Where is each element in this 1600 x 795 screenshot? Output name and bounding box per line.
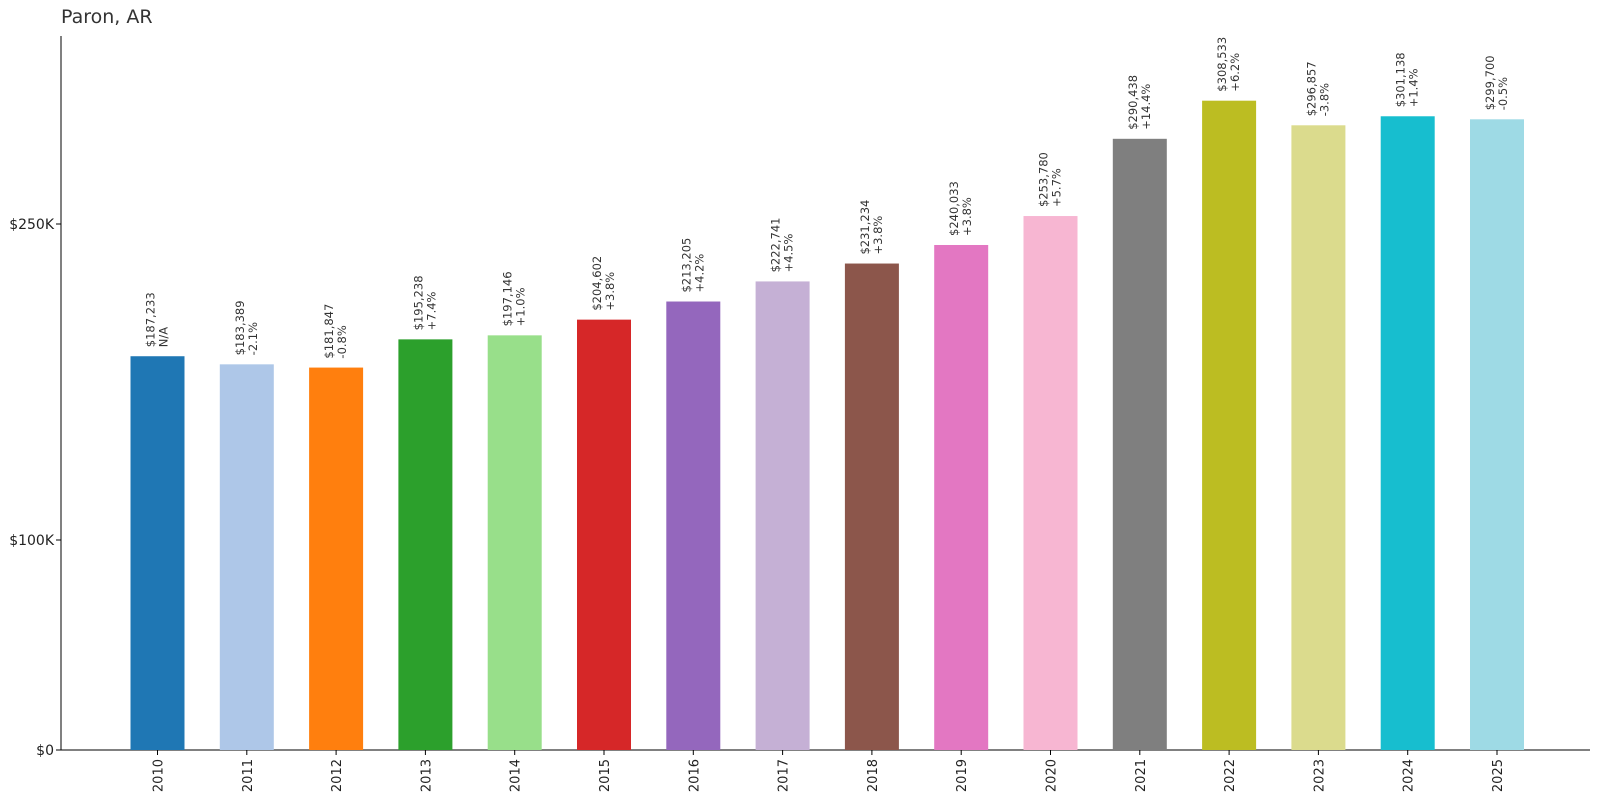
change-label: +5.7% — [1050, 168, 1064, 207]
data-label-2012: $181,847 -0.8% — [322, 304, 349, 359]
data-label-2016: $213,205 +4.2% — [679, 238, 706, 293]
bar-2016 — [666, 301, 721, 750]
bar-2024 — [1380, 116, 1435, 750]
x-tick-label: 2014 — [509, 759, 524, 792]
x-tick-label: 2018 — [866, 759, 881, 792]
value-label: $204,602 — [590, 256, 604, 311]
data-label-2010: $187,233 N/A — [144, 292, 171, 347]
y-tick-label: $250K — [9, 217, 55, 233]
value-label: $308,533 — [1215, 37, 1229, 92]
x-tick-label: 2025 — [1491, 759, 1506, 792]
x-tick-label: 2024 — [1402, 759, 1417, 792]
data-label-2020: $253,780 +5.7% — [1037, 152, 1064, 207]
change-label: +7.4% — [424, 291, 438, 330]
value-label: $222,741 — [769, 218, 783, 273]
x-tick-label: 2010 — [152, 759, 167, 792]
change-label: +4.2% — [692, 254, 706, 293]
bar-2014 — [487, 335, 542, 750]
data-label-2024: $301,138 +1.4% — [1394, 52, 1421, 107]
change-label: +6.2% — [1228, 53, 1242, 92]
data-label-2011: $183,389 -2.1% — [233, 300, 260, 355]
y-tick-labels: $0 $100K $250K — [9, 217, 61, 759]
change-label: +3.8% — [960, 197, 974, 236]
x-tick-label: 2013 — [419, 759, 434, 792]
x-tick-labels: 2010 2011 2012 2013 2014 2015 2016 2017 2018 2019… — [152, 750, 1506, 792]
x-tick-label: 2011 — [241, 759, 256, 792]
chart-axes — [60, 36, 1590, 751]
value-label: $253,780 — [1037, 152, 1051, 207]
x-tick-label: 2012 — [330, 759, 345, 792]
data-label-2017: $222,741 +4.5% — [769, 218, 796, 273]
bar-2018 — [844, 263, 899, 750]
value-label: $240,033 — [947, 181, 961, 236]
change-label: -3.8% — [1317, 83, 1331, 116]
data-label-2013: $195,238 +7.4% — [411, 275, 438, 330]
x-tick-label: 2023 — [1312, 759, 1327, 792]
bar-2013 — [398, 339, 453, 750]
value-label: $296,857 — [1304, 61, 1318, 116]
bar-2021 — [1112, 138, 1167, 750]
change-label: +14.4% — [1139, 84, 1153, 130]
x-tick-label: 2016 — [687, 759, 702, 792]
bar-2012 — [309, 367, 364, 750]
data-label-2019: $240,033 +3.8% — [947, 181, 974, 236]
data-label-2023: $296,857 -3.8% — [1304, 61, 1331, 116]
data-labels-group: $187,233 N/A $183,389 -2.1% $181,847 -0.8% $19… — [144, 37, 1511, 359]
value-label: $299,700 — [1483, 55, 1497, 110]
x-tick-label: 2021 — [1134, 759, 1149, 792]
value-label: $231,234 — [858, 200, 872, 255]
bar-2025 — [1470, 119, 1524, 751]
x-tick-label: 2019 — [955, 759, 970, 792]
value-label: $183,389 — [233, 300, 247, 355]
bar-2019 — [934, 244, 989, 751]
change-label: -0.5% — [1496, 77, 1510, 110]
chart-title: Paron, AR — [61, 6, 153, 28]
bar-2011 — [219, 364, 274, 750]
change-label: -0.8% — [335, 325, 349, 358]
data-label-2015: $204,602 +3.8% — [590, 256, 617, 311]
change-label: N/A — [157, 327, 171, 347]
bars-group — [130, 100, 1524, 751]
change-label: +3.8% — [871, 216, 885, 255]
data-label-2014: $197,146 +1.0% — [501, 271, 528, 326]
bar-2023 — [1291, 125, 1346, 751]
value-label: $195,238 — [411, 275, 425, 330]
x-tick-label: 2017 — [777, 759, 792, 792]
value-label: $213,205 — [679, 238, 693, 293]
data-label-2025: $299,700 -0.5% — [1483, 55, 1510, 110]
x-tick-label: 2022 — [1223, 759, 1238, 792]
bar-2010 — [130, 356, 185, 750]
value-label: $181,847 — [322, 304, 336, 359]
y-tick-label: $100K — [9, 533, 55, 549]
data-label-2022: $308,533 +6.2% — [1215, 37, 1242, 92]
value-label: $187,233 — [144, 292, 158, 347]
value-label: $290,438 — [1126, 75, 1140, 130]
data-label-2018: $231,234 +3.8% — [858, 200, 885, 255]
bar-2015 — [577, 319, 631, 750]
value-label: $301,138 — [1394, 52, 1408, 107]
change-label: -2.1% — [246, 322, 260, 355]
change-label: +3.8% — [603, 272, 617, 311]
value-label: $197,146 — [501, 271, 515, 326]
change-label: +1.4% — [1407, 68, 1421, 107]
bar-2017 — [755, 281, 810, 750]
bar-2022 — [1202, 100, 1257, 750]
y-tick-label: $0 — [36, 743, 54, 759]
change-label: +1.0% — [514, 287, 528, 326]
x-tick-label: 2015 — [598, 759, 613, 792]
data-label-2021: $290,438 +14.4% — [1126, 75, 1153, 130]
change-label: +4.5% — [782, 234, 796, 273]
bar-2020 — [1023, 216, 1078, 750]
x-tick-label: 2020 — [1045, 759, 1060, 792]
